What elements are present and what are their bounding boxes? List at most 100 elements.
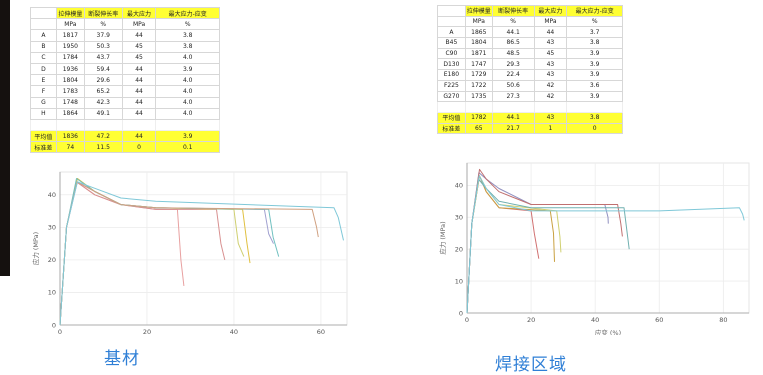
table-cell: 4.0 (155, 74, 220, 87)
table-cell: 3.9 (566, 69, 623, 81)
table-row: G 1748 42.3 44 4.0 (30, 96, 220, 109)
table-cell: A (30, 29, 57, 42)
table-cell: E (30, 74, 57, 87)
table-header-row: 拉伸模量 断裂伸长率 最大应力 最大应力-应变 (437, 5, 623, 17)
table-cell: 1729 (464, 69, 493, 81)
x-tick-label: 40 (591, 316, 599, 324)
x-tick-label: 40 (230, 328, 238, 336)
table-cell: MPa (533, 15, 568, 28)
x-tick-label: 20 (527, 316, 535, 324)
table-cell: 1864 (55, 107, 85, 120)
table-cell: 1804 (55, 74, 85, 87)
x-tick-label: 20 (143, 328, 151, 336)
y-tick-label: 40 (455, 182, 463, 190)
x-tick-label: 60 (317, 328, 325, 336)
table-cell: 44 (533, 26, 568, 39)
table-cell: 标准差 (437, 122, 466, 135)
y-tick-label: 0 (52, 321, 56, 329)
table-row: D130 1747 29.3 43 3.9 (437, 58, 623, 71)
table-cell: 27.3 (491, 90, 535, 103)
table-cell: % (155, 18, 220, 31)
table-cell: 48.5 (491, 47, 535, 60)
table-row: B45 1804 86.5 43 3.8 (437, 37, 623, 49)
table-cell: 1950 (55, 40, 85, 53)
table-std-row: 标准差 74 11.5 0 0.1 (30, 141, 220, 154)
table-cell: 拉伸模量 (464, 5, 493, 17)
table-cell: 3.9 (566, 58, 623, 71)
table-cell: 3.9 (566, 47, 623, 60)
y-tick-label: 20 (455, 245, 463, 253)
table-cell: 29.6 (83, 74, 123, 87)
table-row: E 1804 29.6 44 4.0 (30, 74, 220, 87)
table-cell (30, 6, 57, 20)
table-cell: H (30, 107, 57, 120)
y-tick-label: 30 (455, 214, 463, 222)
table-row: A 1865 44.1 44 3.7 (437, 26, 623, 39)
table-cell: 1735 (464, 90, 493, 103)
table-cell: MPa (464, 15, 493, 28)
table-spacer-row (30, 118, 220, 132)
table-cell: % (566, 15, 623, 28)
table-cell: B (30, 40, 57, 53)
table-cell: 65 (464, 122, 493, 135)
table-cell: 平均值 (30, 130, 57, 143)
table-cell: 最大应力-应变 (566, 5, 623, 17)
table-cell: 1748 (55, 96, 85, 109)
table-cell: 43.7 (83, 51, 123, 64)
table-cell: 标准差 (30, 141, 57, 154)
table-cell: 44 (121, 62, 157, 76)
table-row: A 1817 37.9 44 3.8 (30, 29, 220, 42)
table-cell: 1782 (464, 111, 493, 124)
table-cell: G270 (437, 90, 466, 103)
table-cell: 1936 (55, 62, 85, 76)
table-cell: 47.2 (83, 130, 123, 143)
table-cell: 3.8 (155, 29, 220, 42)
table-cell: 断裂伸长率 (83, 6, 123, 20)
table-cell: MPa (121, 18, 157, 31)
table-cell: 拉伸模量 (55, 6, 85, 20)
x-tick-label: 80 (719, 316, 727, 324)
table-cell (437, 5, 466, 17)
table-cell: 74 (55, 141, 85, 154)
table-cell: 43 (533, 111, 568, 124)
table-cell: 44 (121, 107, 157, 120)
table-cell: 0 (566, 122, 623, 135)
table-cell: 1817 (55, 29, 85, 42)
base-material-table: 拉伸模量 断裂伸长率 最大应力 最大应力-应变 MPa% MPa% A 1817 37.9 44 3… (30, 6, 220, 154)
caption-weld-zone: 焊接区域 (495, 355, 567, 375)
table-cell: 4.0 (155, 107, 220, 120)
base-material-chart: 0204060010203040应变 (%)应力 (MPa) (31, 171, 348, 336)
x-tick-label: 0 (465, 316, 469, 324)
y-axis-label: 应力 (MPa) (438, 221, 447, 254)
table-cell: C (30, 51, 57, 64)
table-cell: 45 (121, 51, 157, 64)
weld-zone-chart: 0 20 40 60 80 0 10 20 30 40 应变 (%) 应力 (MPa) (438, 162, 750, 335)
table-cell (437, 15, 466, 28)
table-cell: 3.8 (566, 111, 623, 124)
x-tick-label: 60 (655, 316, 663, 324)
y-tick-label: 10 (455, 277, 463, 285)
table-cell: 0.1 (155, 141, 220, 154)
table-cell: % (83, 18, 123, 31)
left-black-bar (0, 0, 10, 276)
table-cell: B45 (437, 37, 466, 49)
table-cell: 3.9 (155, 62, 220, 76)
table-row: B 1950 50.3 45 3.8 (30, 40, 220, 53)
table-cell: 3.8 (155, 40, 220, 53)
series-line-7 (466, 175, 745, 314)
table-cell: 1804 (464, 37, 493, 49)
table-row: G270 1735 27.3 42 3.9 (437, 90, 623, 103)
table-row: C90 1871 48.5 45 3.9 (437, 47, 623, 60)
table-cell: A (437, 26, 466, 39)
series-line-8 (59, 181, 344, 326)
table-cell: 45 (121, 40, 157, 53)
table-cell: % (491, 15, 535, 28)
table-cell (30, 18, 57, 31)
table-header-row: 拉伸模量 断裂伸长率 最大应力 最大应力-应变 (30, 6, 220, 20)
table-cell: 44 (121, 29, 157, 42)
table-cell: D130 (437, 58, 466, 71)
table-cell: MPa (55, 18, 85, 31)
table-cell: 1747 (464, 58, 493, 71)
table-cell: F225 (437, 79, 466, 92)
y-tick-label: 20 (48, 256, 56, 264)
